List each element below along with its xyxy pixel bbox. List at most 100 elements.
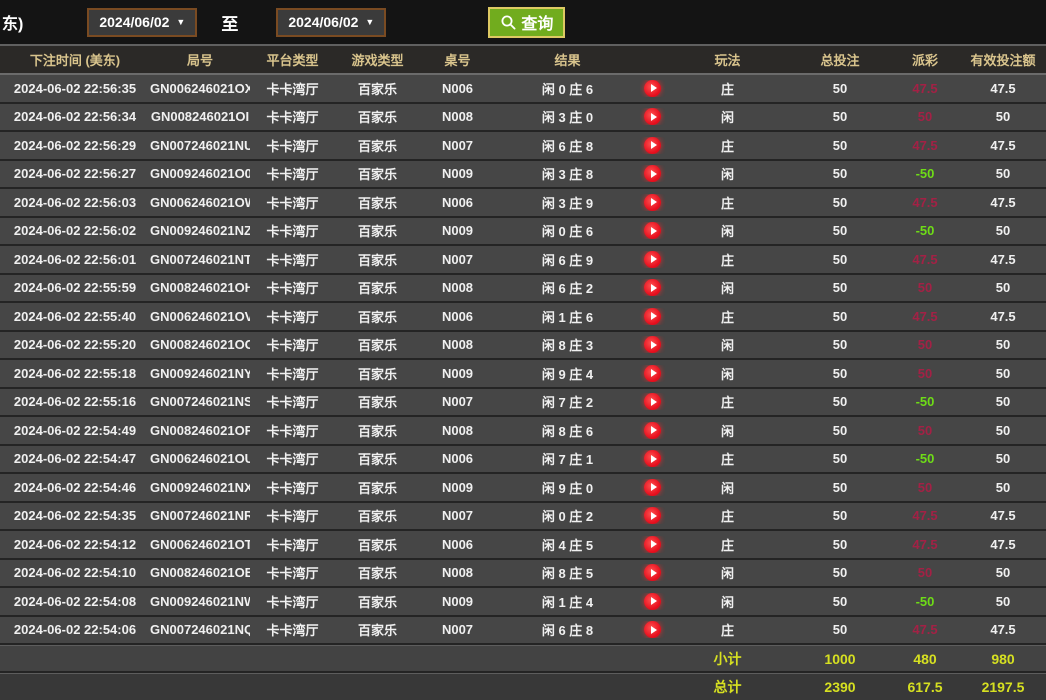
replay-cell (640, 364, 665, 382)
table-row: 2024-06-02 22:55:18 GN009246021NY 卡卡湾厅 百… (0, 360, 1046, 389)
play-icon[interactable] (644, 564, 661, 582)
replay-cell (640, 564, 665, 582)
play-icon[interactable] (644, 535, 661, 553)
game-type-cell: 百家乐 (357, 224, 397, 240)
date-range-to-label: 至 (221, 14, 239, 34)
play-triangle (650, 169, 657, 178)
platform-cell: 卡卡湾厅 (266, 281, 319, 297)
result-cell: 闲 9 庄 4 (541, 366, 594, 382)
payout-cell: 50 (917, 565, 933, 581)
payout-cell: 47.5 (912, 80, 938, 96)
play-icon[interactable] (644, 250, 661, 268)
valid-bet-cell: 50 (995, 565, 1011, 581)
bet-type-cell: 庄 (720, 395, 734, 411)
payout-cell: -50 (915, 394, 935, 410)
play-icon[interactable] (644, 621, 661, 639)
play-icon[interactable] (644, 507, 661, 525)
game-type-cell: 百家乐 (357, 452, 397, 468)
date-from-select[interactable]: 2024/06/02 ▼ (87, 7, 198, 37)
play-icon[interactable] (644, 421, 661, 439)
round-id-cell: GN007246021NR (150, 508, 250, 524)
game-type-cell: 百家乐 (357, 252, 397, 268)
play-icon[interactable] (644, 478, 661, 496)
bet-time-cell: 2024-06-02 22:54:06 (13, 622, 137, 638)
result-cell: 闲 3 庄 9 (541, 195, 594, 211)
play-icon[interactable] (644, 108, 661, 126)
table-no-cell: N009 (441, 365, 474, 381)
total-bet-cell: 50 (832, 308, 848, 324)
play-triangle (650, 511, 657, 520)
play-icon[interactable] (644, 165, 661, 183)
payout-cell: 47.5 (912, 137, 938, 153)
table-row: 2024-06-02 22:55:40 GN006246021OV 卡卡湾厅 百… (0, 303, 1046, 332)
play-icon[interactable] (644, 393, 661, 411)
bet-time-cell: 2024-06-02 22:55:16 (13, 394, 137, 410)
round-id-cell: GN006246021OV (150, 308, 250, 324)
replay-cell (640, 535, 665, 553)
table-no-cell: N009 (441, 223, 474, 239)
payout-cell: 50 (917, 365, 933, 381)
grand-total-row: 总计 2390 617.5 2197.5 (0, 673, 1046, 700)
platform-cell: 卡卡湾厅 (266, 138, 319, 154)
platform-cell: 卡卡湾厅 (266, 623, 319, 639)
play-triangle (650, 340, 657, 349)
table-no-cell: N008 (441, 280, 474, 296)
header-bet-type: 玩法 (714, 53, 741, 68)
game-type-cell: 百家乐 (357, 537, 397, 553)
play-icon[interactable] (644, 279, 661, 297)
play-icon[interactable] (644, 79, 661, 97)
play-icon[interactable] (644, 592, 661, 610)
payout-cell: 47.5 (912, 622, 938, 638)
total-bet-cell: 50 (832, 451, 848, 467)
bet-type-cell: 闲 (720, 480, 734, 496)
round-id-cell: GN008246021OF (150, 422, 250, 438)
table-row: 2024-06-02 22:54:08 GN009246021NW 卡卡湾厅 百… (0, 588, 1046, 617)
table-no-cell: N007 (441, 622, 474, 638)
bet-type-cell: 闲 (720, 224, 734, 240)
game-type-cell: 百家乐 (357, 594, 397, 610)
play-icon[interactable] (644, 307, 661, 325)
chevron-down-icon: ▼ (176, 17, 186, 27)
result-cell: 闲 3 庄 8 (541, 167, 594, 183)
bet-time-cell: 2024-06-02 22:55:59 (13, 280, 137, 296)
valid-bet-cell: 47.5 (990, 194, 1016, 210)
round-id-cell: GN009246021NY (150, 365, 250, 381)
round-id-cell: GN006246021OU (150, 451, 250, 467)
play-icon[interactable] (644, 193, 661, 211)
total-bet-cell: 50 (832, 479, 848, 495)
table-no-cell: N006 (441, 80, 474, 96)
table-row: 2024-06-02 22:56:02 GN009246021NZ 卡卡湾厅 百… (0, 217, 1046, 246)
payout-cell: 47.5 (912, 508, 938, 524)
subtotal-payout: 480 (913, 650, 937, 667)
bet-time-cell: 2024-06-02 22:56:03 (13, 194, 137, 210)
round-id-cell: GN008246021OG (150, 337, 250, 353)
play-icon[interactable] (644, 222, 661, 240)
round-id-cell: GN007246021NQ (150, 622, 250, 638)
query-button[interactable]: 查询 (488, 6, 566, 38)
header-total-bet: 总投注 (820, 53, 860, 68)
bet-time-cell: 2024-06-02 22:54:47 (13, 451, 137, 467)
play-icon[interactable] (644, 336, 661, 354)
total-bet-cell: 50 (832, 337, 848, 353)
platform-cell: 卡卡湾厅 (266, 537, 319, 553)
play-triangle (650, 198, 657, 207)
payout-cell: 50 (917, 422, 933, 438)
play-icon[interactable] (644, 136, 661, 154)
header-game-type: 游戏类型 (351, 53, 404, 68)
date-to-select[interactable]: 2024/06/02 ▼ (276, 7, 387, 37)
table-row: 2024-06-02 22:54:06 GN007246021NQ 卡卡湾厅 百… (0, 616, 1046, 645)
table-no-cell: N007 (441, 394, 474, 410)
replay-cell (640, 336, 665, 354)
subtotal-valid-bet: 980 (991, 650, 1015, 667)
play-triangle (650, 112, 657, 121)
play-icon[interactable] (644, 450, 661, 468)
play-icon[interactable] (644, 364, 661, 382)
table-row: 2024-06-02 22:54:35 GN007246021NR 卡卡湾厅 百… (0, 502, 1046, 531)
valid-bet-cell: 50 (995, 223, 1011, 239)
valid-bet-cell: 47.5 (990, 622, 1016, 638)
date-from-value: 2024/06/02 (99, 14, 170, 30)
bet-time-cell: 2024-06-02 22:56:02 (13, 223, 137, 239)
bet-type-cell: 庄 (720, 252, 734, 268)
game-type-cell: 百家乐 (357, 509, 397, 525)
table-no-cell: N008 (441, 565, 474, 581)
